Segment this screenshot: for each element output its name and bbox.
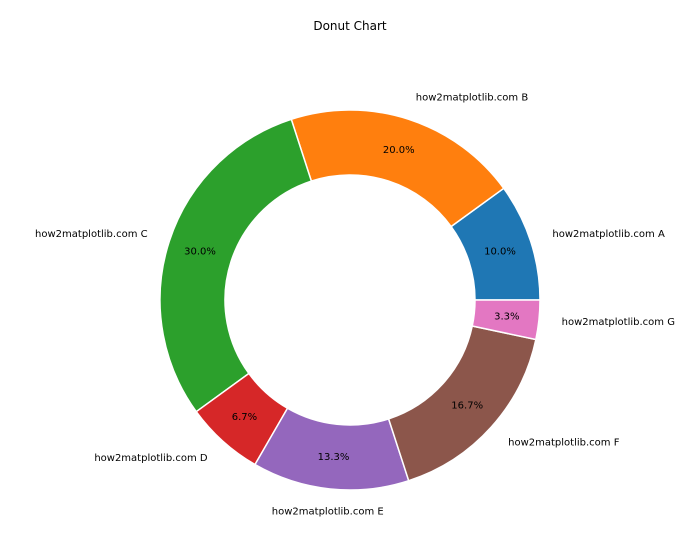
pct-label-6: 3.3% — [494, 311, 519, 322]
slice-2 — [160, 119, 311, 411]
pct-label-4: 13.3% — [318, 452, 350, 463]
segment-label-6: how2matplotlib.com G — [562, 317, 675, 328]
pct-label-1: 20.0% — [383, 145, 415, 156]
donut-slices — [160, 110, 540, 490]
pct-label-5: 16.7% — [451, 401, 483, 412]
pct-label-2: 30.0% — [184, 246, 216, 257]
segment-label-1: how2matplotlib.com B — [416, 93, 529, 104]
donut-chart: Donut Chart 10.0% 20.0% 30.0% 6.7% 13.3% 16.7… — [0, 0, 700, 560]
segment-label-3: how2matplotlib.com D — [94, 453, 208, 464]
segment-label-2: how2matplotlib.com C — [35, 229, 148, 240]
chart-title: Donut Chart — [313, 19, 387, 33]
pct-label-3: 6.7% — [232, 412, 257, 423]
pct-label-0: 10.0% — [484, 246, 516, 257]
segment-label-5: how2matplotlib.com F — [508, 437, 620, 448]
segment-label-4: how2matplotlib.com E — [272, 507, 384, 518]
slice-1 — [291, 110, 503, 227]
segment-label-0: how2matplotlib.com A — [552, 229, 665, 240]
